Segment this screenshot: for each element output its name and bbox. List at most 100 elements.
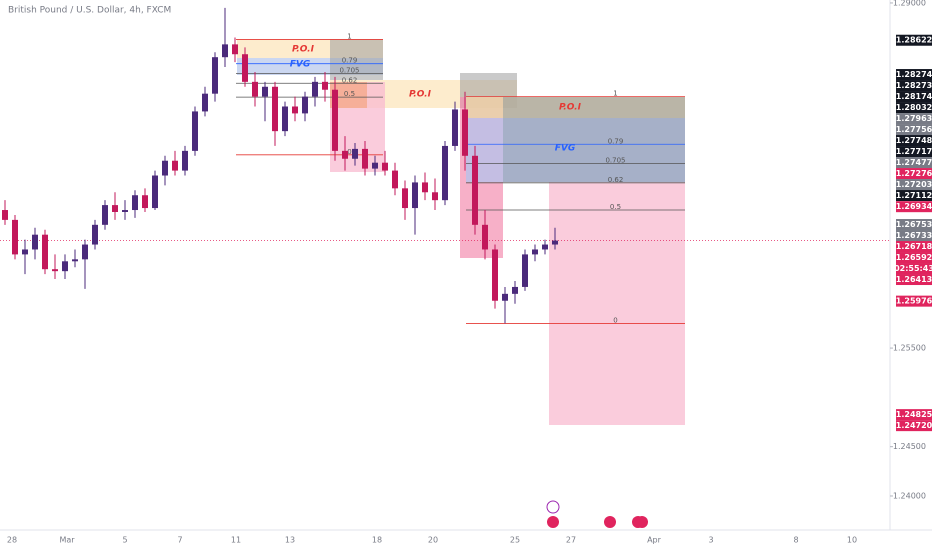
- candle-body: [422, 182, 428, 193]
- countdown-badge: [896, 263, 932, 275]
- price-badge-label: 1.27717: [896, 147, 932, 156]
- candle-body: [352, 148, 358, 159]
- candle-body: [52, 269, 58, 272]
- candle-body: [462, 109, 468, 156]
- candle-body: [212, 57, 218, 94]
- zone-label: FVG: [555, 144, 576, 154]
- price-badge: [896, 241, 932, 253]
- price-badge: [896, 409, 932, 421]
- candle-body: [32, 234, 38, 250]
- x-tick-label: Mar: [59, 536, 75, 545]
- price-badge-label: 1.28273: [896, 81, 932, 90]
- candle-body: [532, 249, 538, 255]
- price-badge-label: 1.26753: [896, 220, 932, 229]
- candle-body: [362, 148, 368, 169]
- candle-body: [552, 240, 558, 245]
- y-tick-label: 1.24000: [893, 491, 926, 500]
- candle-body: [522, 254, 528, 287]
- price-badge-label: 1.24825: [896, 410, 932, 419]
- candle-body: [322, 81, 328, 90]
- candle-body: [62, 261, 68, 272]
- fib-label: 0.62: [608, 176, 624, 184]
- price-badge: [896, 190, 932, 202]
- price-badge: [896, 102, 932, 114]
- y-tick-label: 1.29000: [893, 0, 926, 7]
- candle-body: [392, 170, 398, 189]
- candle-body: [182, 150, 188, 171]
- price-badge-label: 1.28274: [896, 70, 932, 79]
- candle-body: [492, 249, 498, 301]
- price-badge-label: 1.25976: [896, 297, 932, 306]
- x-tick-label: 8: [793, 536, 798, 545]
- price-badge-label: 1.26718: [896, 242, 932, 251]
- price-badge-label: 1.26934: [896, 202, 932, 211]
- price-badge-label: 1.27112: [896, 191, 932, 200]
- price-badge: [896, 91, 932, 103]
- price-badge: [896, 69, 932, 81]
- candle-body: [232, 44, 238, 55]
- price-badge: [896, 420, 932, 432]
- y-tick-label: 1.25500: [893, 344, 926, 353]
- candle-body: [12, 219, 18, 255]
- price-badge: [896, 34, 932, 46]
- candle-body: [82, 244, 88, 260]
- candle-body: [252, 81, 258, 97]
- candle-body: [262, 86, 268, 97]
- price-badge: [896, 157, 932, 169]
- x-tick-label: 13: [285, 536, 295, 545]
- price-badge: [896, 201, 932, 213]
- candle-body: [382, 162, 388, 171]
- price-badge: [896, 135, 932, 147]
- x-tick-label: 18: [372, 536, 382, 545]
- fib-label: 1: [613, 90, 617, 98]
- x-tick-label: 25: [510, 536, 520, 545]
- fib-label: 0.79: [608, 137, 624, 145]
- zone-label: FVG: [290, 60, 311, 70]
- candle-body: [42, 234, 48, 270]
- fib-label: 0.5: [344, 90, 355, 98]
- candle-body: [162, 160, 168, 176]
- candle-body: [192, 111, 198, 151]
- price-badge: [896, 219, 932, 231]
- price-badge-label: 1.28174: [896, 92, 932, 101]
- candle-body: [242, 54, 248, 82]
- event-icon: [547, 516, 559, 528]
- fib-label: 0.5: [610, 203, 621, 211]
- price-badge-label: 1.28032: [896, 103, 932, 112]
- price-badge: [896, 274, 932, 286]
- poi-zone: [466, 97, 685, 118]
- price-badge: [896, 252, 932, 264]
- candle-body: [132, 195, 138, 211]
- candle-body: [292, 106, 298, 114]
- x-tick-label: 27: [566, 536, 576, 545]
- event-icons: [546, 500, 648, 528]
- candle-body: [172, 160, 178, 171]
- price-badge-label: 1.27276: [896, 169, 932, 178]
- x-tick-label: 28: [7, 536, 17, 545]
- price-badge: [896, 113, 932, 125]
- candle-body: [112, 205, 118, 212]
- candle-body: [412, 182, 418, 209]
- candle-body: [102, 205, 108, 225]
- x-tick-label: Apr: [647, 536, 662, 545]
- event-icon: [604, 516, 616, 528]
- candle-body: [282, 106, 288, 132]
- candle-body: [512, 286, 518, 294]
- price-badge-label: 1.27963: [896, 114, 932, 123]
- fib-label: 0.705: [605, 157, 625, 165]
- candle-body: [202, 93, 208, 112]
- fib-label: 0.705: [339, 66, 359, 74]
- candle-body: [482, 224, 488, 250]
- candle-body: [122, 210, 128, 212]
- candle-body: [272, 86, 278, 132]
- x-tick-label: 3: [708, 536, 713, 545]
- fib-label: 1: [347, 32, 351, 40]
- candle-body: [372, 162, 378, 169]
- candle-body: [72, 259, 78, 262]
- zone-label: P.O.I: [292, 45, 315, 55]
- price-badge-label: 1.27477: [896, 158, 932, 167]
- fib-label: 0: [347, 148, 351, 156]
- candle-body: [472, 155, 478, 225]
- x-tick-label: 20: [428, 536, 438, 545]
- fib-label: 0.62: [342, 76, 358, 84]
